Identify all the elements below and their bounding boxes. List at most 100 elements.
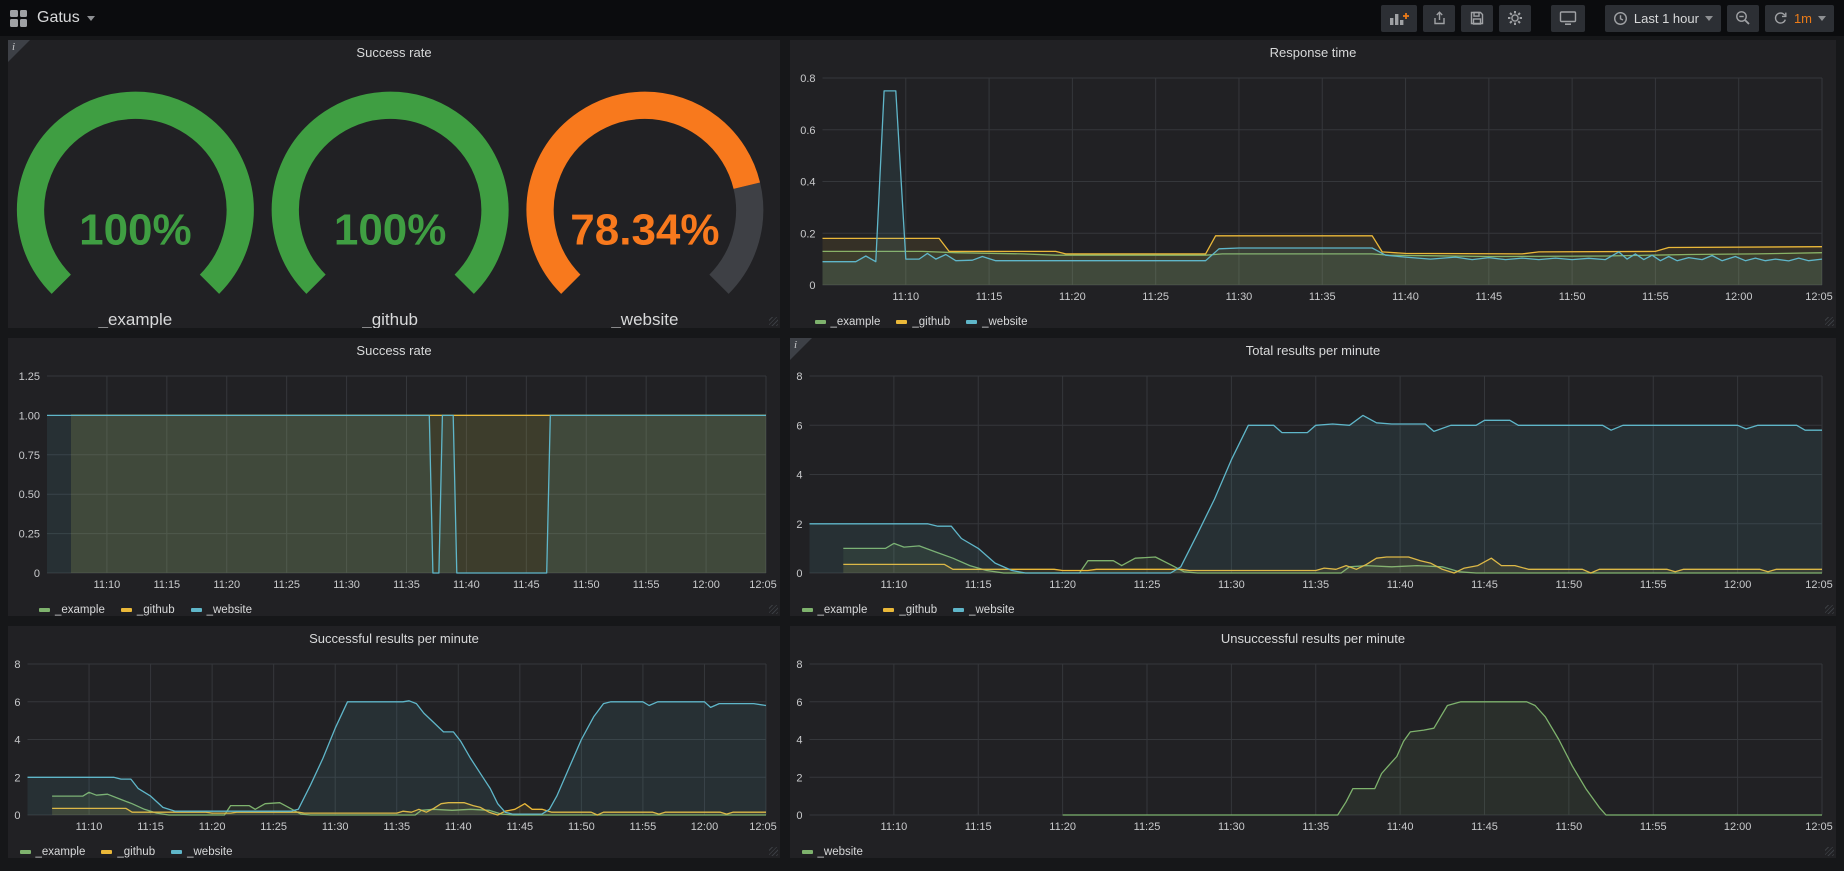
x-tick-label: 12:00	[1724, 579, 1752, 591]
legend-item-_example[interactable]: _example	[39, 604, 105, 616]
legend-swatch	[39, 608, 50, 612]
x-tick-label: 12:00	[691, 821, 719, 833]
time-range-label: Last 1 hour	[1634, 11, 1699, 26]
apps-menu-icon[interactable]	[10, 10, 27, 27]
legend-swatch	[191, 608, 202, 612]
legend-label: _website	[187, 846, 232, 858]
x-tick-label: 11:15	[153, 579, 180, 591]
success-rate-gauge-chart[interactable]: 100%_example100%_github78.34%_website	[8, 66, 780, 328]
timeseries-svg: 00.20.40.60.811:1011:1511:2011:2511:3011…	[790, 66, 1836, 306]
y-tick-label: 8	[796, 659, 802, 671]
y-tick-label: 8	[14, 659, 20, 671]
chart-legend: _example _github _website	[8, 599, 780, 621]
x-tick-label: 11:25	[1134, 821, 1161, 833]
legend-item-_github[interactable]: _github	[101, 846, 155, 858]
legend-swatch	[101, 850, 112, 854]
y-tick-label: 6	[14, 697, 20, 709]
x-tick-label: 12:00	[1725, 291, 1753, 303]
y-tick-label: 2	[796, 519, 802, 531]
panel-title[interactable]: Successful results per minute	[8, 626, 780, 652]
legend-swatch	[802, 608, 813, 612]
legend-item-_github[interactable]: _github	[121, 604, 175, 616]
x-tick-label: 11:35	[1302, 821, 1329, 833]
panel-title[interactable]: Response time	[790, 40, 1836, 66]
caret-down-icon	[1818, 16, 1826, 21]
add-panel-icon	[1389, 11, 1409, 26]
y-tick-label: 0.8	[800, 73, 815, 85]
legend-item-_website[interactable]: _website	[966, 316, 1027, 328]
y-tick-label: 0.50	[19, 489, 40, 501]
panel-title[interactable]: Total results per minute	[790, 338, 1836, 364]
panel-title[interactable]: Unsuccessful results per minute	[790, 626, 1836, 652]
timeseries-svg: 0246811:1011:1511:2011:2511:3011:3511:40…	[8, 652, 780, 836]
zoom-out-icon	[1735, 10, 1751, 26]
x-tick-label: 11:20	[1049, 821, 1076, 833]
y-tick-label: 2	[14, 772, 20, 784]
clock-icon	[1613, 11, 1628, 26]
successful-results-chart[interactable]: 0246811:1011:1511:2011:2511:3011:3511:40…	[8, 652, 780, 858]
settings-button[interactable]	[1499, 5, 1531, 32]
time-range-picker[interactable]: Last 1 hour	[1605, 5, 1721, 32]
y-tick-label: 6	[796, 420, 802, 432]
settings-gear-icon	[1507, 10, 1523, 26]
y-tick-label: 0	[796, 810, 802, 822]
x-tick-label: 11:35	[393, 579, 420, 591]
legend-item-_example[interactable]: _example	[20, 846, 86, 858]
legend-item-_website[interactable]: _website	[953, 604, 1014, 616]
x-tick-label: 11:10	[892, 291, 919, 303]
legend-item-_github[interactable]: _github	[896, 316, 950, 328]
x-tick-label: 11:40	[1392, 291, 1419, 303]
chart-legend: _example _github _website	[790, 599, 1836, 621]
legend-item-_example[interactable]: _example	[802, 604, 868, 616]
legend-label: _website	[818, 846, 863, 858]
legend-item-_example[interactable]: _example	[815, 316, 881, 328]
y-tick-label: 0.6	[800, 125, 815, 137]
x-tick-label: 11:25	[1142, 291, 1169, 303]
legend-item-_github[interactable]: _github	[883, 604, 937, 616]
gauge-label: _example	[98, 310, 173, 328]
x-tick-label: 11:50	[1556, 579, 1583, 591]
success-rate-chart[interactable]: 00.250.500.751.001.2511:1011:1511:2011:2…	[8, 364, 780, 616]
save-button[interactable]	[1461, 5, 1493, 32]
y-tick-label: 8	[796, 371, 802, 383]
y-tick-label: 0	[796, 568, 802, 580]
caret-down-icon	[1705, 16, 1713, 21]
tv-mode-icon	[1559, 10, 1577, 26]
legend-label: _github	[912, 316, 950, 328]
legend-label: _example	[831, 316, 881, 328]
legend-label: _example	[818, 604, 868, 616]
top-navbar: Gatus	[0, 0, 1844, 36]
panel-info-icon[interactable]: i	[790, 338, 812, 360]
x-tick-label: 11:55	[1640, 579, 1667, 591]
x-tick-label: 11:55	[630, 821, 657, 833]
gauge-value: 100%	[79, 206, 192, 255]
legend-item-_website[interactable]: _website	[802, 846, 863, 858]
share-button[interactable]	[1423, 5, 1455, 32]
x-tick-label: 12:05	[1805, 291, 1833, 303]
series-area-_website	[47, 415, 766, 573]
dashboard-title-dropdown[interactable]: Gatus	[37, 9, 95, 27]
legend-swatch	[883, 608, 894, 612]
legend-item-_website[interactable]: _website	[171, 846, 232, 858]
response-time-chart[interactable]: 00.20.40.60.811:1011:1511:2011:2511:3011…	[790, 66, 1836, 328]
panel-successful-results: Successful results per minute 0246811:10…	[8, 626, 780, 858]
zoom-out-button[interactable]	[1727, 5, 1759, 32]
gauge-value: 78.34%	[570, 206, 719, 255]
panel-title[interactable]: Success rate	[8, 338, 780, 364]
tv-mode-button[interactable]	[1551, 5, 1585, 32]
add-panel-button[interactable]	[1381, 5, 1417, 32]
total-results-chart[interactable]: 0246811:1011:1511:2011:2511:3011:3511:40…	[790, 364, 1836, 616]
legend-swatch	[171, 850, 182, 854]
x-tick-label: 11:45	[506, 821, 533, 833]
save-icon	[1469, 10, 1485, 26]
legend-swatch	[966, 320, 977, 324]
unsuccessful-results-chart[interactable]: 0246811:1011:1511:2011:2511:3011:3511:40…	[790, 652, 1836, 858]
legend-item-_website[interactable]: _website	[191, 604, 252, 616]
x-tick-label: 11:15	[137, 821, 164, 833]
x-tick-label: 11:10	[881, 579, 908, 591]
x-tick-label: 11:40	[445, 821, 472, 833]
refresh-picker[interactable]: 1m	[1765, 5, 1834, 32]
panel-success-rate-gauges: i Success rate 100%_example100%_github78…	[8, 40, 780, 328]
panel-info-icon[interactable]: i	[8, 40, 30, 62]
panel-title[interactable]: Success rate	[8, 40, 780, 66]
